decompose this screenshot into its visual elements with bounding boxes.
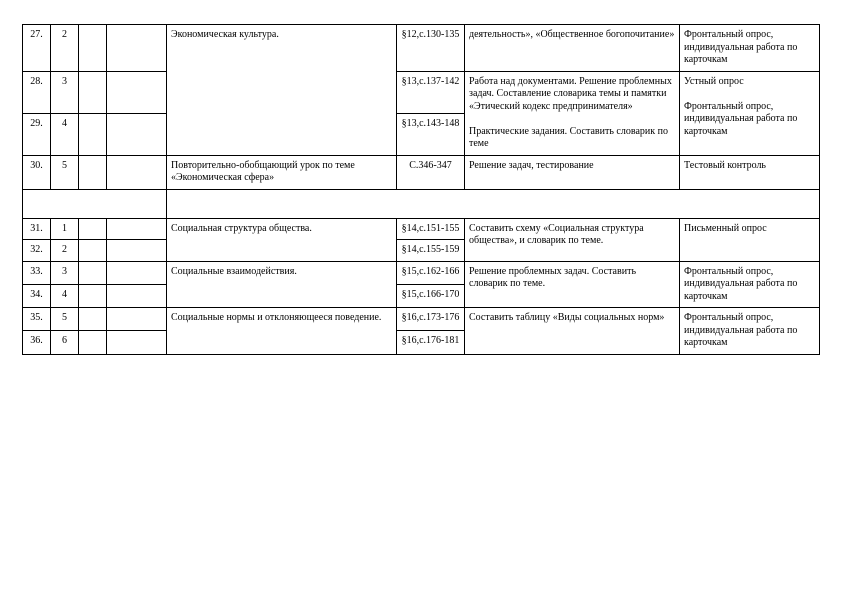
cell-control: Фронтальный опрос, индивидуальная работа… xyxy=(680,261,820,308)
cell-empty xyxy=(107,113,167,155)
cell-empty xyxy=(107,25,167,72)
control-text-b: Фронтальный опрос, индивидуальная работа… xyxy=(684,101,797,137)
cell-number: 33. xyxy=(23,261,51,284)
cell-number: 30. xyxy=(23,155,51,189)
cell-reference: §12,с.130-135 xyxy=(397,25,465,72)
cell-empty xyxy=(79,240,107,262)
cell-empty xyxy=(79,218,107,240)
cell-topic: Социальная структура общества. xyxy=(167,218,397,261)
cell-empty xyxy=(107,240,167,262)
cell-activity: деятельность», «Общественное богопочитан… xyxy=(465,25,680,72)
cell-activity: Решение задач, тестирование xyxy=(465,155,680,189)
cell-subnumber: 2 xyxy=(51,240,79,262)
cell-empty xyxy=(79,113,107,155)
cell-number: 32. xyxy=(23,240,51,262)
cell-control: Тестовый контроль xyxy=(680,155,820,189)
cell-control: Письменный опрос xyxy=(680,218,820,261)
cell-subnumber: 3 xyxy=(51,71,79,113)
cell-subnumber: 4 xyxy=(51,113,79,155)
cell-reference: §15,с.162-166 xyxy=(397,261,465,284)
cell-reference: §15,с.166-170 xyxy=(397,284,465,307)
cell-control: Фронтальный опрос, индивидуальная работа… xyxy=(680,308,820,355)
cell-control: Устный опрос Фронтальный опрос, индивиду… xyxy=(680,71,820,155)
cell-empty xyxy=(107,71,167,113)
cell-topic: Повторительно-обобщающий урок по теме «Э… xyxy=(167,155,397,189)
cell-subnumber: 2 xyxy=(51,25,79,72)
cell-subnumber: 6 xyxy=(51,331,79,354)
cell-empty xyxy=(79,25,107,72)
cell-reference: §13,с.137-142 xyxy=(397,71,465,113)
cell-reference: §14,с.151-155 xyxy=(397,218,465,240)
cell-empty xyxy=(167,189,820,218)
cell-activity: Решение проблемных задач. Составить слов… xyxy=(465,261,680,308)
cell-reference: §13,с.143-148 xyxy=(397,113,465,155)
cell-activity: Работа над документами. Решение проблемн… xyxy=(465,71,680,155)
cell-reference: С.346-347 xyxy=(397,155,465,189)
control-text-a: Устный опрос xyxy=(684,76,744,87)
table-row: 35. 5 Социальные нормы и отклоняющееся п… xyxy=(23,308,820,331)
cell-activity: Составить схему «Социальная структура об… xyxy=(465,218,680,261)
cell-topic: Социальные нормы и отклоняющееся поведен… xyxy=(167,308,397,355)
table-row: 28. 3 §13,с.137-142 Работа над документа… xyxy=(23,71,820,113)
cell-empty xyxy=(107,308,167,331)
table-row: 27. 2 Экономическая культура. §12,с.130-… xyxy=(23,25,820,72)
cell-topic: Экономическая культура. xyxy=(167,25,397,156)
page: 27. 2 Экономическая культура. §12,с.130-… xyxy=(0,0,842,595)
cell-reference: §16,с.176-181 xyxy=(397,331,465,354)
cell-empty xyxy=(107,218,167,240)
cell-control: Фронтальный опрос, индивидуальная работа… xyxy=(680,25,820,72)
cell-empty xyxy=(107,155,167,189)
cell-subnumber: 1 xyxy=(51,218,79,240)
cell-reference: §14,с.155-159 xyxy=(397,240,465,262)
table-row: 30. 5 Повторительно-обобщающий урок по т… xyxy=(23,155,820,189)
activity-text-a: Работа над документами. Решение проблемн… xyxy=(469,76,672,112)
activity-text-b: Практические задания. Составить словарик… xyxy=(469,126,668,150)
cell-number: 28. xyxy=(23,71,51,113)
section-break-row xyxy=(23,189,820,218)
cell-subnumber: 5 xyxy=(51,308,79,331)
cell-subnumber: 3 xyxy=(51,261,79,284)
cell-reference: §16,с.173-176 xyxy=(397,308,465,331)
cell-empty xyxy=(107,331,167,354)
cell-empty xyxy=(79,331,107,354)
cell-number: 27. xyxy=(23,25,51,72)
cell-number: 29. xyxy=(23,113,51,155)
cell-topic: Социальные взаимодействия. xyxy=(167,261,397,308)
cell-subnumber: 5 xyxy=(51,155,79,189)
curriculum-table: 27. 2 Экономическая культура. §12,с.130-… xyxy=(22,24,820,355)
cell-number: 31. xyxy=(23,218,51,240)
cell-empty xyxy=(107,284,167,307)
cell-empty xyxy=(79,71,107,113)
cell-empty xyxy=(107,261,167,284)
table-row: 31. 1 Социальная структура общества. §14… xyxy=(23,218,820,240)
cell-subnumber: 4 xyxy=(51,284,79,307)
cell-empty xyxy=(79,155,107,189)
cell-empty xyxy=(79,284,107,307)
cell-number: 34. xyxy=(23,284,51,307)
cell-activity: Составить таблицу «Виды со­циальных норм… xyxy=(465,308,680,355)
cell-empty xyxy=(79,308,107,331)
cell-number: 36. xyxy=(23,331,51,354)
table-row: 33. 3 Социальные взаимодействия. §15,с.1… xyxy=(23,261,820,284)
cell-empty xyxy=(23,189,167,218)
cell-number: 35. xyxy=(23,308,51,331)
cell-empty xyxy=(79,261,107,284)
